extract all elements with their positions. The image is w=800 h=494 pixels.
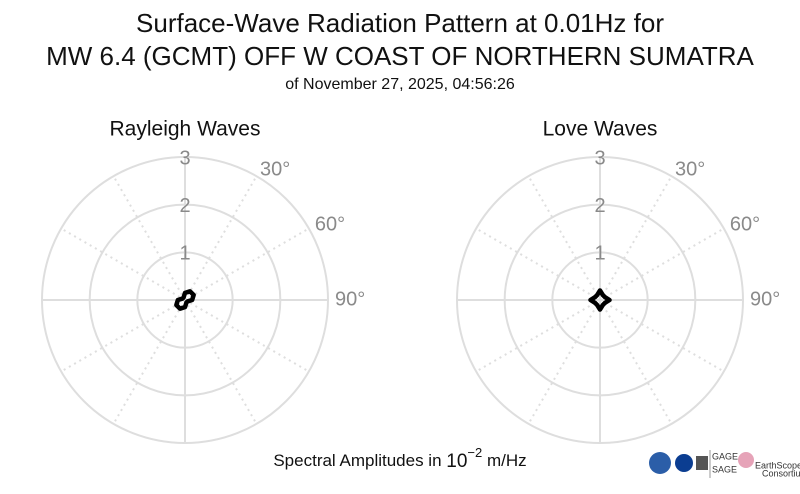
r-tick-label: 2 xyxy=(179,195,190,217)
footer-base: 10 xyxy=(446,451,467,472)
r-tick-label: 1 xyxy=(594,243,605,265)
theta-grid-line xyxy=(60,227,186,301)
polar-panel: 1 2 3 30° 60° 90° Rayleigh Waves xyxy=(41,118,365,444)
r-grid-ring xyxy=(456,156,744,444)
logo-earthscope-text: EarthScope xyxy=(755,460,800,470)
logo-sage: SAGE xyxy=(712,464,737,474)
theta-grid-line xyxy=(184,175,258,301)
logo-earthscope xyxy=(738,452,754,468)
logos: GAGE SAGE EarthScope Consortium xyxy=(649,450,800,478)
theta-tick-label: 90° xyxy=(750,288,780,310)
theta-grid-line xyxy=(112,175,186,301)
r-tick-label: 3 xyxy=(179,147,190,169)
r-grid-ring xyxy=(136,251,234,349)
theta-grid-line xyxy=(599,299,725,373)
panel-title: Rayleigh Waves xyxy=(110,118,261,141)
footer: Spectral Amplitudes in 10−2 m/Hz xyxy=(273,445,526,472)
theta-tick-label: 90° xyxy=(335,288,365,310)
footer-exponent: −2 xyxy=(467,445,482,460)
footer-text: Spectral Amplitudes in xyxy=(273,451,441,470)
theta-tick-label: 60° xyxy=(315,213,345,235)
theta-tick-label: 30° xyxy=(675,158,705,180)
theta-grid-line xyxy=(112,299,186,425)
theta-grid-line xyxy=(599,175,673,301)
theta-grid-line xyxy=(184,299,258,425)
theta-grid-line xyxy=(60,299,186,373)
theta-tick-label: 30° xyxy=(260,158,290,180)
subtitle: of November 27, 2025, 04:56:26 xyxy=(285,76,515,93)
r-tick-label: 2 xyxy=(594,195,605,217)
footer-unit: m/Hz xyxy=(487,451,527,470)
polar-panel: 1 2 3 30° 60° 90° Love Waves xyxy=(456,118,780,444)
theta-grid-line xyxy=(475,299,601,373)
r-grid-ring xyxy=(41,156,329,444)
r-tick-label: 1 xyxy=(179,243,190,265)
theta-grid-line xyxy=(184,227,310,301)
radiation-pattern xyxy=(174,289,196,311)
theta-grid-line xyxy=(599,299,673,425)
theta-grid-line xyxy=(527,175,601,301)
r-grid-ring xyxy=(503,203,697,397)
logo-doe xyxy=(696,456,708,470)
title-line: Surface-Wave Radiation Pattern at 0.01Hz… xyxy=(136,8,664,38)
theta-grid-line xyxy=(599,227,725,301)
theta-grid-line xyxy=(184,299,310,373)
r-grid-ring xyxy=(88,203,282,397)
theta-grid-line xyxy=(475,227,601,301)
r-tick-label: 3 xyxy=(594,147,605,169)
r-grid-ring xyxy=(551,251,649,349)
logo-nasa xyxy=(675,454,693,472)
logo-gage: GAGE xyxy=(712,451,738,461)
title-line: MW 6.4 (GCMT) OFF W COAST OF NORTHERN SU… xyxy=(46,41,754,71)
radiation-pattern xyxy=(588,288,612,312)
theta-grid-line xyxy=(527,299,601,425)
panel-title: Love Waves xyxy=(543,118,658,141)
theta-tick-label: 60° xyxy=(730,213,760,235)
logo-nsf xyxy=(649,452,671,474)
logo-consortium: Consortium xyxy=(762,468,800,478)
